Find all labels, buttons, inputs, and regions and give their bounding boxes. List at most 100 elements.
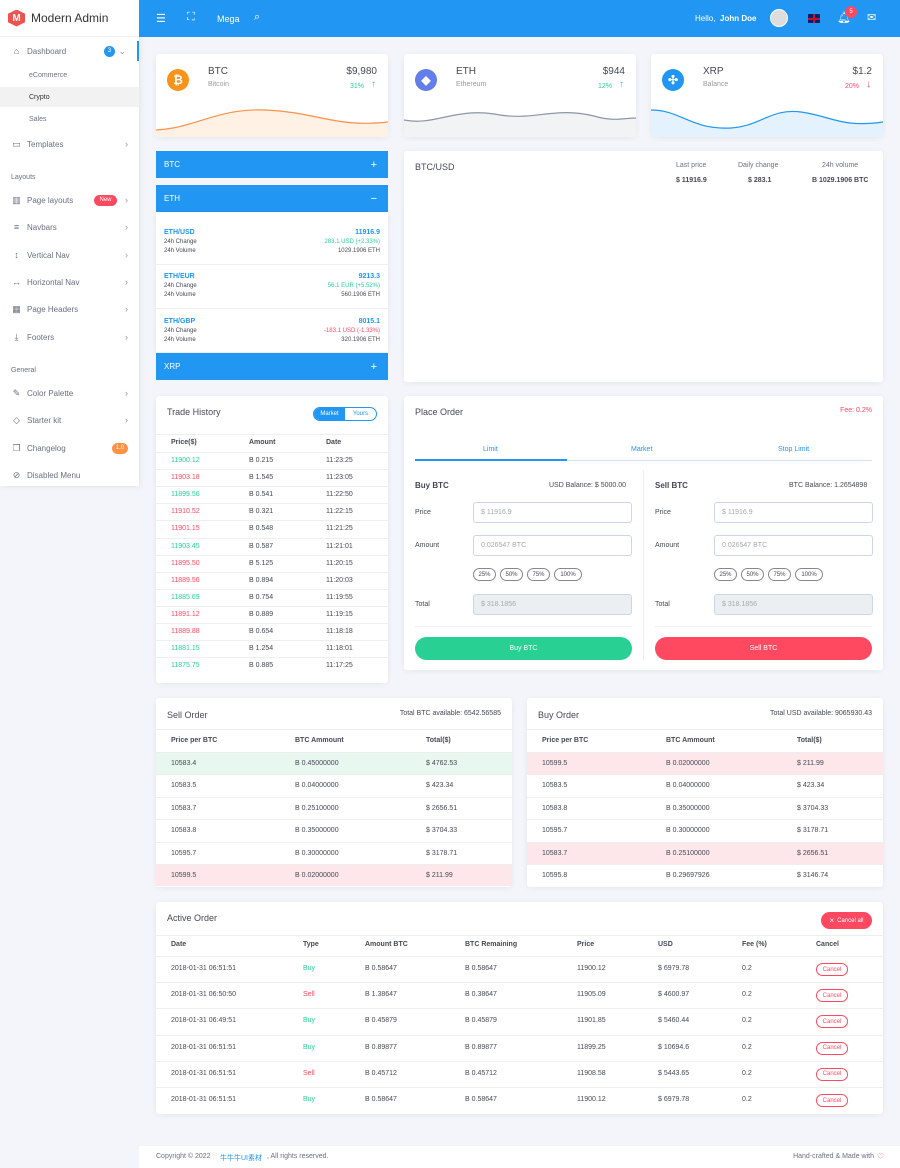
sidebar-subitem-crypto[interactable]: Crypto [0, 87, 139, 107]
sidebar-item-navbars[interactable]: ≡ Navbars › [0, 217, 139, 237]
table-row[interactable]: 10583.7 B 0.25100000 $ 2656.51 [527, 841, 883, 864]
mail-icon[interactable]: ✉ [867, 12, 877, 24]
sidebar-item-footers[interactable]: ⤓ Footers › [0, 327, 139, 347]
cancel-all-button[interactable]: × Cancel all [821, 912, 872, 929]
pair-eth-eur[interactable]: ETH/EUR 24h Change 24h Volume 9213.3 56.… [164, 273, 380, 313]
tab-limit[interactable]: Limit [483, 446, 498, 453]
buy-pct-50[interactable]: 50% [500, 568, 523, 581]
sidebar-item-color-palette[interactable]: ✎ Color Palette › [0, 383, 139, 403]
sidebar-item-templates[interactable]: ▭ Templates › [0, 134, 139, 154]
table-row: 11875.75 B 0.885 11:17:25 [156, 657, 388, 674]
buy-pct-25[interactable]: 25% [473, 568, 496, 581]
buy-price-input[interactable]: $ 11916.9 [473, 502, 632, 523]
accordion-xrp[interactable]: XRP + [156, 353, 388, 380]
buy-btc-button[interactable]: Buy BTC [415, 637, 632, 660]
hamburger-icon[interactable]: ☰ [156, 13, 166, 25]
buy-amount-input[interactable]: 0.026547 BTC [473, 535, 632, 556]
table-row[interactable]: 10583.8 B 0.35000000 $ 3704.33 [156, 819, 512, 841]
horizontal-arrows-icon: ↔ [12, 277, 21, 287]
sidebar-item-dashboard[interactable]: ⌂ Dashboard 3 ⌄ [0, 41, 139, 61]
sell-pct-75[interactable]: 75% [768, 568, 791, 581]
order-date: 2018-01-31 06:51:51 [171, 1043, 236, 1051]
table-row[interactable]: 10583.4 B 0.45000000 $ 4762.53 [156, 752, 512, 774]
order-remaining: B 0.45879 [465, 1017, 497, 1025]
table-row[interactable]: 10595.7 B 0.30000000 $ 3178.71 [527, 819, 883, 841]
fullscreen-icon[interactable]: ⛶ [187, 11, 195, 23]
sidebar-subitem-sales[interactable]: Sales [29, 115, 47, 123]
table-row[interactable]: 10599.5 B 0.02000000 $ 211.99 [527, 752, 883, 774]
avatar[interactable] [770, 9, 788, 27]
table-row[interactable]: 10583.7 B 0.25100000 $ 2656.51 [156, 796, 512, 819]
sidebar-item-horizontal-nav[interactable]: ↔ Horizontal Nav › [0, 272, 139, 292]
trade-amount: B 0.541 [249, 491, 274, 499]
ticker-change: 20% [844, 83, 859, 90]
order-type: Buy [303, 965, 316, 972]
divider [643, 470, 644, 660]
th-usd: USD [658, 941, 673, 948]
table-row[interactable]: 10583.5 B 0.04000000 $ 423.34 [156, 774, 512, 796]
chart-title: BTC/USD [415, 162, 455, 172]
cancel-button[interactable]: Cancel [816, 1015, 848, 1029]
trade-amount: B 0.654 [249, 628, 274, 635]
accordion-btc[interactable]: BTC + [156, 151, 388, 178]
pair-volume-label: 24h Volume [164, 248, 196, 254]
mega-menu-link[interactable]: Mega [217, 14, 240, 24]
table-row[interactable]: 10595.8 B 0.29697926 $ 3146.74 [527, 864, 883, 886]
trade-time: 11:21:01 [326, 542, 353, 550]
tab-market[interactable]: Market [631, 446, 653, 453]
volume-label: 24h volume [822, 162, 859, 169]
th-amount-btc: Amount BTC [365, 941, 408, 948]
table-row[interactable]: 10599.5 B 0.02000000 $ 211.99 [156, 864, 512, 886]
table-row[interactable]: 10583.5 B 0.04000000 $ 423.34 [527, 774, 883, 796]
tab-market[interactable]: Market [314, 408, 345, 420]
search-icon[interactable]: ⌕ [254, 11, 261, 23]
user-name[interactable]: John Doe [720, 14, 757, 23]
sell-pct-25[interactable]: 25% [714, 568, 737, 581]
sidebar-item-page-headers[interactable]: ▦ Page Headers › [0, 299, 139, 319]
section-title-layouts: Layouts [11, 174, 36, 181]
chevron-right-icon: › [125, 332, 128, 342]
tab-stop-limit[interactable]: Stop Limit [778, 446, 810, 453]
cancel-button[interactable]: Cancel [816, 1094, 848, 1107]
table-row[interactable]: 10595.7 B 0.30000000 $ 3178.71 [156, 841, 512, 864]
copy-icon: ❐ [12, 442, 21, 453]
order-fee: 0.2 [742, 1017, 752, 1025]
eth-pairs-panel [156, 212, 388, 352]
pair-name: ETH/USD [164, 229, 195, 236]
table-row[interactable]: 10583.8 B 0.35000000 $ 3704.33 [527, 796, 883, 819]
trade-amount: B 1.545 [249, 474, 274, 482]
order-price: 10595.7 [542, 827, 568, 835]
sidebar-subitem-ecommerce[interactable]: eCommerce [29, 71, 68, 79]
sidebar-item-label: Navbars [27, 222, 57, 232]
sidebar-item-vertical-nav[interactable]: ↕ Vertical Nav › [0, 245, 139, 265]
footer-right: Hand-crafted & Made with [793, 1153, 874, 1160]
cancel-button[interactable]: Cancel [816, 963, 848, 976]
heart-icon: ♡ [876, 1152, 884, 1161]
th-price: Price [577, 941, 595, 948]
order-amount: B 0.25100000 [295, 804, 339, 812]
uk-flag-icon[interactable] [808, 14, 820, 23]
trade-amount: B 0.548 [249, 525, 274, 533]
sidebar-item-starter-kit[interactable]: ◇ Starter kit › [0, 410, 139, 430]
cancel-button[interactable]: Cancel [816, 1067, 848, 1081]
ticker-name: BTC [208, 66, 228, 77]
sell-btc-button[interactable]: Sell BTC [655, 637, 872, 660]
sidebar-item-page-layouts[interactable]: ▥ Page layouts New › [0, 190, 139, 210]
buy-pct-100[interactable]: 100% [554, 568, 582, 581]
cancel-button[interactable]: Cancel [816, 989, 848, 1003]
tab-yours[interactable]: Yours [352, 411, 369, 417]
sell-pct-50[interactable]: 50% [741, 568, 764, 581]
pair-eth-usd[interactable]: ETH/USD 24h Change 24h Volume 11916.9 28… [164, 229, 380, 269]
footer-link[interactable]: 牛牛牛UI素材 [220, 1155, 262, 1162]
pair-eth-gbp[interactable]: ETH/GBP 24h Change 24h Volume 8015.1 -18… [164, 318, 380, 358]
sell-price-input[interactable]: $ 11916.9 [714, 502, 873, 523]
buy-total-input: $ 318.1856 [473, 594, 632, 615]
accordion-eth[interactable]: ETH − [156, 185, 388, 212]
brand[interactable]: M Modern Admin [0, 0, 139, 37]
buy-price-label: Price [415, 509, 431, 516]
sidebar-item-changelog[interactable]: ❐ Changelog 1.0 [0, 438, 139, 458]
cancel-button[interactable]: Cancel [816, 1041, 848, 1055]
sell-amount-input[interactable]: 0.026547 BTC [714, 535, 873, 556]
sell-pct-100[interactable]: 100% [795, 568, 823, 581]
buy-pct-75[interactable]: 75% [527, 568, 550, 581]
